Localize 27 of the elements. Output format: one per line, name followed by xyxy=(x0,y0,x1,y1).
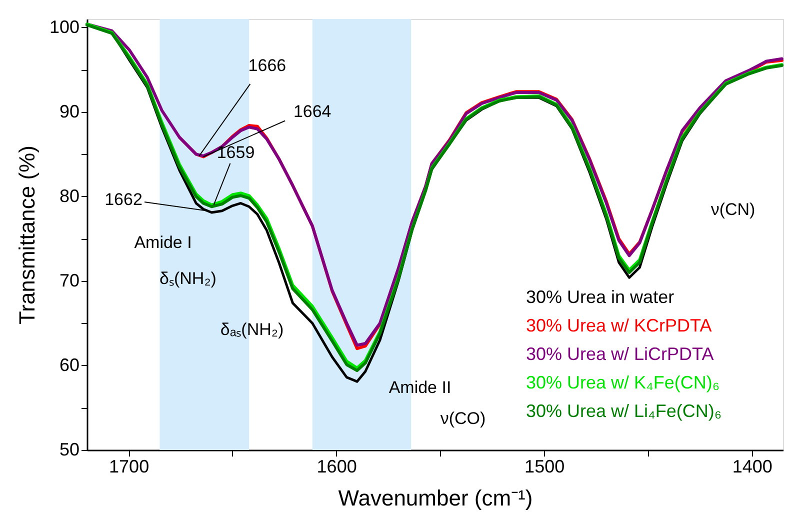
y-axis-title: Transmittance (%) xyxy=(14,146,40,324)
y-tick-label: 80 xyxy=(59,186,80,206)
annotation: ν(CO) xyxy=(440,409,486,428)
annotation: ν(CN) xyxy=(710,200,756,219)
annotation: 1659 xyxy=(216,142,255,162)
x-tick-label: 1600 xyxy=(316,456,357,476)
y-tick-label: 50 xyxy=(59,440,80,460)
x-tick-label: 1400 xyxy=(732,456,772,476)
annotation: 1662 xyxy=(104,190,142,209)
y-tick-label: 70 xyxy=(59,270,80,290)
y-tick-label: 60 xyxy=(59,354,80,375)
x-tick-label: 1500 xyxy=(524,456,565,476)
text: 30% Urea w/ K₄Fe(CN)₆ xyxy=(526,372,720,392)
y-tick-label: 100 xyxy=(49,16,80,37)
x-axis-title: Wavenumber (cm⁻¹) xyxy=(338,486,533,510)
y-tick-label: 90 xyxy=(59,101,80,122)
series-label: 30% Urea in water xyxy=(526,287,674,307)
x-tick-label: 1700 xyxy=(109,456,150,476)
annotation: δₐₛ(NH₂) xyxy=(220,320,284,339)
annotation: 1664 xyxy=(293,102,332,121)
annotation: Amide I xyxy=(134,233,192,252)
annotation: δₛ(NH₂) xyxy=(160,269,216,288)
text: 30% Urea w/ Li₄Fe(CN)₆ xyxy=(526,401,722,421)
annotation: 1666 xyxy=(248,56,286,75)
text: 30% Urea w/ LiCrPDTA xyxy=(526,344,714,364)
text: 30% Urea w/ KCrPDTA xyxy=(526,316,712,336)
annotation: Amide II xyxy=(388,378,452,397)
